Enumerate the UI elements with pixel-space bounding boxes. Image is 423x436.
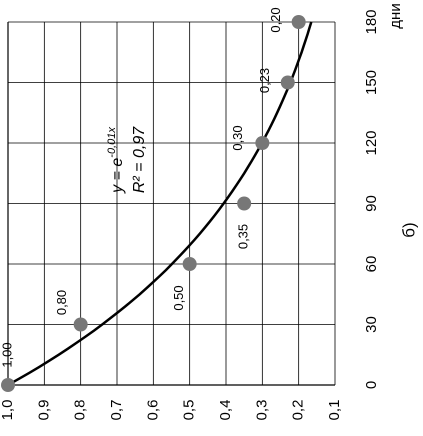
y-tick-label: 0,7 — [108, 400, 125, 421]
x-tick-label: 180 — [363, 9, 380, 34]
point — [237, 196, 252, 211]
y-tick-label: 0,2 — [290, 400, 307, 421]
point — [291, 15, 306, 29]
x-tick-label: 150 — [363, 70, 380, 95]
data-label: 0,20 — [268, 7, 283, 32]
y-tick-label: 0,4 — [217, 400, 234, 421]
data-label: 1,00 — [0, 342, 14, 367]
x-tick-label: 120 — [363, 130, 380, 155]
point — [182, 257, 197, 271]
x-axis-label: дни — [387, 3, 404, 28]
x-tick-label: 0 — [363, 381, 380, 389]
data-label: 0,80 — [54, 290, 69, 315]
y-tick-label: 0,1 — [326, 400, 343, 421]
data-label: 0,35 — [236, 224, 251, 249]
equation: y = e-0,01x — [106, 127, 126, 194]
equation-base: y = e — [109, 158, 126, 194]
x-tick-label: 60 — [363, 256, 380, 273]
y-tick-label: 0,8 — [72, 400, 89, 421]
y-tick-label: 0,3 — [253, 400, 270, 421]
y-tick-label: 1,0 — [0, 400, 16, 421]
point — [73, 317, 88, 332]
data-label: 0,30 — [230, 125, 245, 150]
data-label: 0,50 — [171, 285, 186, 310]
point — [1, 378, 15, 392]
r-squared: R² = 0,97 — [131, 126, 148, 193]
y-tick-label: 0,5 — [181, 400, 198, 421]
point — [280, 75, 295, 90]
data-label: 0,23 — [257, 68, 272, 93]
caption: б) — [399, 222, 418, 237]
y-tick-label: 0,9 — [35, 400, 52, 421]
y-tick-label: 0,6 — [144, 400, 161, 421]
x-tick-label: 30 — [363, 316, 380, 333]
equation-exponent: -0,01x — [106, 127, 118, 158]
x-tick-label: 90 — [363, 195, 380, 212]
point — [255, 136, 270, 150]
